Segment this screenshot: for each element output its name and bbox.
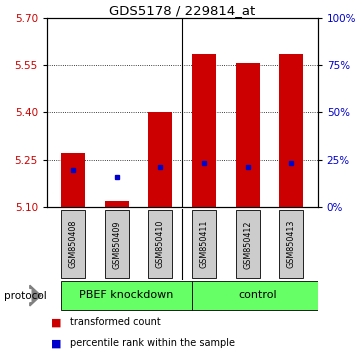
Bar: [236, 63, 260, 207]
Text: GSM850408: GSM850408: [69, 220, 78, 268]
Text: GSM850410: GSM850410: [156, 220, 165, 268]
Bar: [61, 210, 85, 278]
FancyArrow shape: [30, 285, 41, 306]
Text: protocol: protocol: [4, 291, 46, 301]
Text: percentile rank within the sample: percentile rank within the sample: [70, 338, 235, 348]
Text: PBEF knockdown: PBEF knockdown: [79, 290, 174, 300]
Bar: [61, 281, 192, 310]
Bar: [236, 210, 260, 278]
Text: ■: ■: [51, 338, 61, 348]
Bar: [105, 210, 129, 278]
Text: GSM850411: GSM850411: [200, 220, 209, 268]
Bar: [148, 210, 173, 278]
Text: ■: ■: [51, 318, 61, 327]
Bar: [279, 54, 304, 207]
Bar: [148, 112, 173, 207]
Text: GSM850409: GSM850409: [112, 220, 121, 269]
Text: control: control: [238, 290, 277, 300]
Text: transformed count: transformed count: [70, 318, 161, 327]
Text: GSM850413: GSM850413: [287, 220, 296, 268]
Text: GSM850412: GSM850412: [243, 220, 252, 269]
Bar: [61, 153, 85, 207]
Title: GDS5178 / 229814_at: GDS5178 / 229814_at: [109, 4, 256, 17]
Bar: [192, 281, 323, 310]
Bar: [192, 210, 216, 278]
Bar: [105, 201, 129, 207]
Bar: [192, 54, 216, 207]
Bar: [279, 210, 304, 278]
